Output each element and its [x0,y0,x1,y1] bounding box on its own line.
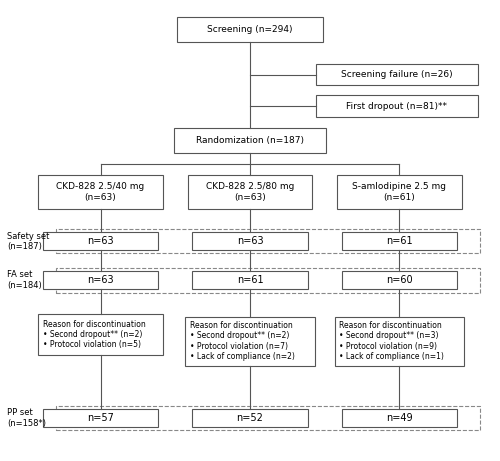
Text: CKD-828 2.5/40 mg
(n=63): CKD-828 2.5/40 mg (n=63) [56,183,144,202]
FancyBboxPatch shape [192,271,308,289]
FancyBboxPatch shape [342,409,457,427]
Text: CKD-828 2.5/80 mg
(n=63): CKD-828 2.5/80 mg (n=63) [206,183,294,202]
FancyBboxPatch shape [56,268,480,293]
FancyBboxPatch shape [43,232,158,250]
Text: Reason for discontinuation
• Second dropout** (n=3)
• Protocol violation (n=9)
•: Reason for discontinuation • Second drop… [340,321,444,361]
Text: n=49: n=49 [386,413,413,423]
Text: Safety set
(n=187): Safety set (n=187) [8,231,50,251]
FancyBboxPatch shape [38,314,163,355]
FancyBboxPatch shape [174,128,326,153]
Text: Screening failure (n=26): Screening failure (n=26) [341,70,453,79]
Text: First dropout (n=81)**: First dropout (n=81)** [346,102,448,111]
Text: n=63: n=63 [236,236,264,246]
Text: n=60: n=60 [386,275,413,285]
Text: n=61: n=61 [236,275,264,285]
FancyBboxPatch shape [192,232,308,250]
Text: Randomization (n=187): Randomization (n=187) [196,136,304,145]
FancyBboxPatch shape [192,409,308,427]
Text: Reason for discontinuation
• Second dropout** (n=2)
• Protocol violation (n=5): Reason for discontinuation • Second drop… [43,319,146,349]
FancyBboxPatch shape [337,175,462,209]
FancyBboxPatch shape [185,317,315,366]
FancyBboxPatch shape [316,95,478,117]
FancyBboxPatch shape [43,409,158,427]
FancyBboxPatch shape [38,175,163,209]
Text: n=57: n=57 [87,413,114,423]
FancyBboxPatch shape [342,271,457,289]
FancyBboxPatch shape [56,229,480,253]
Text: S-amlodipine 2.5 mg
(n=61): S-amlodipine 2.5 mg (n=61) [352,183,446,202]
FancyBboxPatch shape [188,175,312,209]
FancyBboxPatch shape [43,271,158,289]
Text: n=63: n=63 [87,236,114,246]
Text: n=61: n=61 [386,236,413,246]
FancyBboxPatch shape [176,17,324,42]
Text: n=63: n=63 [87,275,114,285]
Text: Screening (n=294): Screening (n=294) [208,25,293,34]
FancyBboxPatch shape [316,64,478,85]
Text: PP set
(n=158*): PP set (n=158*) [8,408,46,428]
Text: n=52: n=52 [236,413,264,423]
Text: FA set
(n=184): FA set (n=184) [8,271,42,290]
Text: Reason for discontinuation
• Second dropout** (n=2)
• Protocol violation (n=7)
•: Reason for discontinuation • Second drop… [190,321,295,361]
FancyBboxPatch shape [334,317,464,366]
FancyBboxPatch shape [342,232,457,250]
FancyBboxPatch shape [56,406,480,430]
